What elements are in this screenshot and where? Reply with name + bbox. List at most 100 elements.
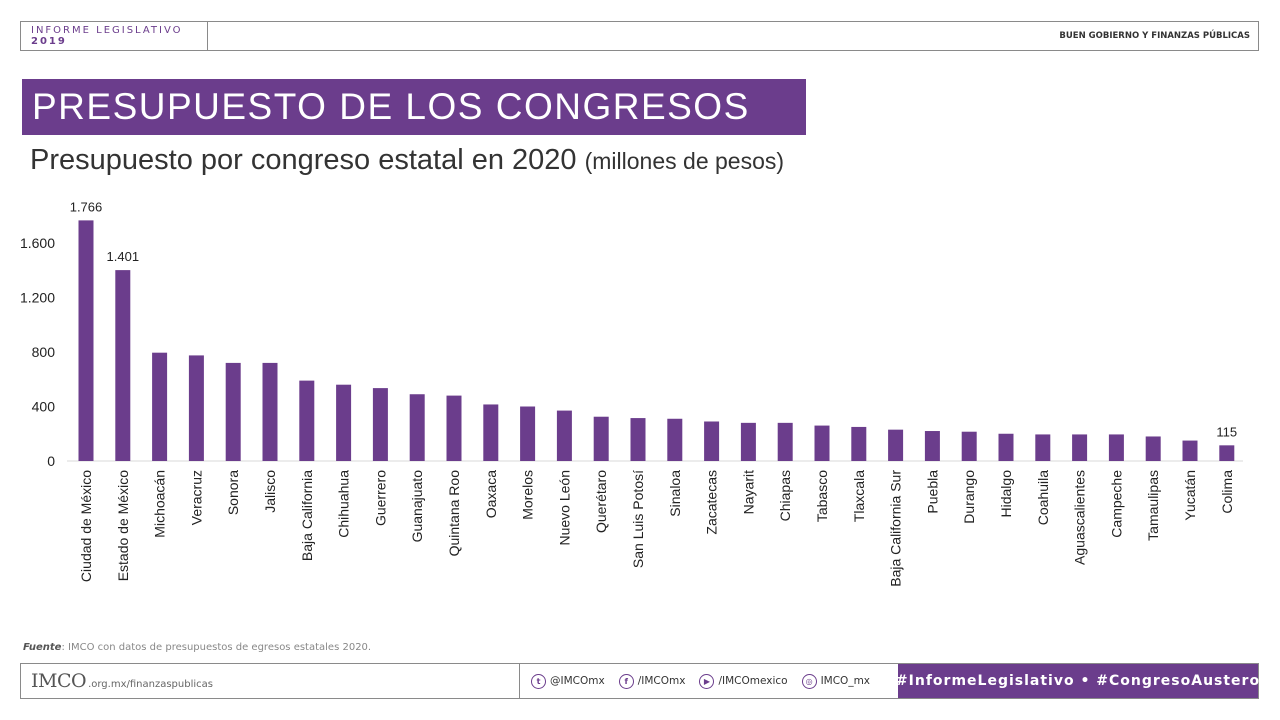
x-tick-label: Michoacán	[152, 470, 168, 538]
bar	[961, 431, 977, 461]
x-tick-label: Nuevo León	[556, 470, 572, 546]
y-tick-label: 1.600	[20, 235, 55, 251]
subtitle-main: Presupuesto por congreso estatal en 2020	[30, 144, 577, 176]
twitter-icon: t	[531, 673, 546, 689]
x-tick-label: Colima	[1219, 470, 1235, 514]
x-tick-label: Baja California Sur	[888, 470, 904, 587]
instagram-icon: ◎	[801, 673, 817, 689]
bar	[483, 404, 499, 461]
bar	[998, 433, 1014, 461]
x-tick-label: Guanajuato	[409, 470, 425, 543]
imco-logo: IMCO	[31, 670, 87, 692]
bar	[1219, 445, 1235, 461]
report-year: 2019	[31, 36, 67, 47]
report-label-cell: INFORME LEGISLATIVO 2019	[21, 22, 208, 50]
source-text: : IMCO con datos de presupuestos de egre…	[61, 642, 372, 653]
bar	[225, 362, 241, 461]
title-band: PRESUPUESTO DE LOS CONGRESOS	[22, 79, 806, 135]
chart-subtitle: Presupuesto por congreso estatal en 2020…	[30, 144, 784, 177]
bar	[556, 410, 572, 461]
x-tick-label: Puebla	[924, 470, 940, 514]
bar	[1182, 440, 1198, 461]
bar	[924, 431, 940, 461]
footer-bar: IMCO .org.mx/finanzaspublicas t @IMCOmx …	[20, 663, 1259, 699]
x-tick-label: Guerrero	[372, 470, 388, 526]
x-tick-label: Tlaxcala	[851, 470, 867, 522]
y-tick-label: 400	[32, 399, 56, 415]
bar	[262, 362, 278, 461]
x-axis-labels: Ciudad de México Estado de México Michoacá…	[78, 470, 1235, 587]
social-youtube[interactable]: ▶ /IMCOmexico	[699, 673, 788, 689]
bar	[777, 422, 793, 461]
y-tick-label: 0	[47, 453, 55, 469]
x-tick-label: Hidalgo	[998, 470, 1014, 518]
social-instagram[interactable]: ◎ IMCO_mx	[801, 673, 871, 689]
y-tick-label: 800	[32, 344, 56, 360]
logo-url[interactable]: .org.mx/finanzaspublicas	[88, 678, 213, 690]
logo-cell: IMCO .org.mx/finanzaspublicas	[21, 664, 520, 698]
report-label: INFORME LEGISLATIVO 2019	[31, 25, 207, 47]
social-twitter[interactable]: t @IMCOmx	[531, 673, 605, 689]
bar	[446, 395, 462, 461]
bar	[152, 352, 168, 461]
bar	[336, 384, 352, 461]
x-tick-label: Oaxaca	[483, 470, 499, 518]
data-label: 1.766	[70, 199, 103, 214]
bar	[1035, 434, 1051, 461]
bar	[1072, 434, 1088, 461]
bar	[409, 394, 425, 461]
x-tick-label: Baja California	[299, 470, 315, 561]
x-tick-label: Quintana Roo	[446, 470, 462, 557]
x-tick-label: Aguascalientes	[1072, 470, 1088, 565]
x-tick-label: Veracruz	[188, 470, 204, 525]
data-labels: 1.766 1.401 115	[70, 199, 1237, 439]
bar	[593, 416, 609, 461]
source-label: Fuente	[23, 642, 62, 653]
section-label: BUEN GOBIERNO Y FINANZAS PÚBLICAS	[1059, 31, 1250, 41]
x-tick-label: Sonora	[225, 470, 241, 515]
x-tick-label: Querétaro	[593, 470, 609, 533]
social-facebook[interactable]: f /IMCOmx	[618, 673, 686, 689]
x-tick-label: Sinaloa	[667, 470, 683, 517]
report-name: INFORME LEGISLATIVO	[31, 25, 183, 36]
x-tick-label: Yucatán	[1182, 470, 1198, 521]
y-tick-label: 1.200	[20, 290, 55, 306]
x-tick-label: Zacatecas	[704, 470, 720, 535]
facebook-icon: f	[618, 673, 634, 689]
x-tick-label: Tamaulipas	[1145, 470, 1161, 541]
social-links: t @IMCOmx f /IMCOmx ▶ /IMCOmexico ◎ IMCO…	[531, 664, 870, 698]
bar	[630, 418, 646, 461]
facebook-handle: /IMCOmx	[637, 675, 686, 687]
page-title: PRESUPUESTO DE LOS CONGRESOS	[32, 86, 750, 127]
data-label: 1.401	[107, 249, 140, 264]
bar	[704, 421, 720, 461]
bar	[299, 380, 315, 461]
data-label: 115	[1216, 424, 1237, 439]
bar	[372, 388, 388, 461]
bar	[520, 406, 536, 461]
youtube-handle: /IMCOmexico	[718, 675, 788, 687]
bar	[814, 425, 830, 461]
x-tick-label: Durango	[961, 470, 977, 524]
x-tick-label: Jalisco	[262, 470, 278, 513]
x-tick-label: San Luis Potosí	[630, 470, 646, 568]
x-tick-label: Campeche	[1108, 470, 1124, 538]
x-tick-label: Ciudad de México	[78, 470, 94, 582]
header-bar: INFORME LEGISLATIVO 2019 BUEN GOBIERNO Y…	[20, 21, 1259, 51]
hashtags-band: #InformeLegislativo • #CongresoAustero	[896, 664, 1259, 698]
x-tick-label: Coahuila	[1035, 470, 1051, 525]
bar	[667, 418, 683, 461]
bar	[851, 426, 867, 461]
x-tick-label: Tabasco	[814, 470, 830, 522]
bar	[188, 355, 204, 461]
bar	[78, 220, 94, 461]
source-note: Fuente: IMCO con datos de presupuestos d…	[23, 642, 371, 653]
youtube-icon: ▶	[699, 673, 715, 689]
bar	[740, 422, 756, 461]
bar-chart: 0 400 800 1.200 1.600 1.766 1.401 115 Ciudad d…	[20, 199, 1243, 587]
x-tick-label: Chihuahua	[336, 470, 352, 538]
bar	[1108, 434, 1124, 461]
instagram-handle: IMCO_mx	[820, 675, 871, 687]
x-tick-label: Estado de México	[115, 470, 131, 581]
bar	[115, 270, 131, 461]
